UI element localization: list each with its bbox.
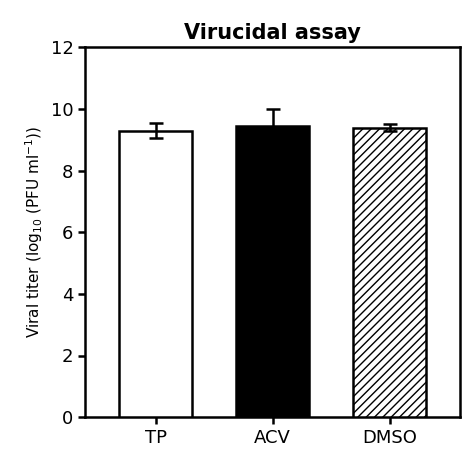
Y-axis label: Viral titer (log$_{10}$ (PFU ml$^{-1}$)): Viral titer (log$_{10}$ (PFU ml$^{-1}$)) xyxy=(23,126,45,338)
Bar xyxy=(236,126,309,417)
Bar xyxy=(119,131,192,417)
Bar xyxy=(353,128,426,417)
Title: Virucidal assay: Virucidal assay xyxy=(184,23,361,43)
